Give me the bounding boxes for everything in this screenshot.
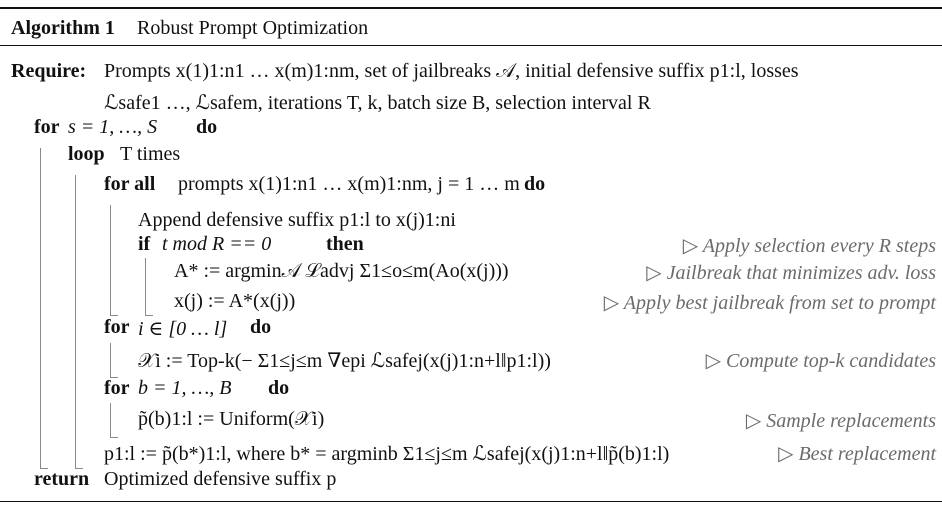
for-keyword: for bbox=[34, 116, 60, 139]
for-b-line: for b = 1, …, B do bbox=[0, 377, 942, 407]
best-line: p1:l := p̃(b*)1:l, where b* = argminb Σ1… bbox=[0, 441, 942, 471]
xi-line: 𝒳i := Top-k(− Σ1≤j≤m ∇epi ℒsafej(x(j)1:n… bbox=[0, 348, 942, 378]
loop-text: T times bbox=[120, 143, 180, 166]
xj-text: x(j) := A*(x(j)) bbox=[174, 290, 295, 313]
do-keyword: do bbox=[196, 116, 217, 139]
return-line: return Optimized defensive suffix p bbox=[0, 468, 942, 498]
astar-text: A* := argmin𝒜 ℒadvj Σ1≤o≤m(Ao(x(j))) bbox=[174, 260, 509, 283]
astar-comment: ▷ Jailbreak that minimizes adv. loss bbox=[646, 260, 936, 285]
return-keyword: return bbox=[34, 468, 89, 491]
for-i-line: for i ∈ [0 … l] do bbox=[0, 316, 942, 346]
for-keyword: for bbox=[104, 316, 130, 339]
if-condition: t mod R == 0 bbox=[162, 233, 271, 256]
for-b-range: b = 1, …, B bbox=[138, 377, 232, 400]
loop-keyword: loop bbox=[68, 143, 105, 166]
require-line-1: Require: Prompts x(1)1:n1 … x(m)1:nm, se… bbox=[0, 60, 942, 90]
best-comment: ▷ Best replacement bbox=[778, 441, 936, 466]
return-text: Optimized defensive suffix p bbox=[104, 468, 336, 491]
best-text: p1:l := p̃(b*)1:l, where b* = argminb Σ1… bbox=[104, 441, 669, 466]
for-i-range: i ∈ [0 … l] bbox=[138, 316, 227, 341]
for-keyword: for bbox=[104, 377, 130, 400]
algorithm-label: Algorithm 1 bbox=[11, 17, 115, 40]
for-all-text: prompts x(1)1:n1 … x(m)1:nm, j = 1 … m bbox=[178, 173, 520, 196]
if-comment: ▷ Apply selection every R steps bbox=[683, 233, 936, 258]
algorithm-title: Robust Prompt Optimization bbox=[137, 17, 368, 40]
sample-text: p̃(b)1:l := Uniform(𝒳i) bbox=[138, 408, 324, 431]
require-keyword: Require: bbox=[11, 60, 86, 83]
for-all-keyword: for all bbox=[104, 173, 155, 196]
then-keyword: then bbox=[326, 233, 364, 256]
require-text-2: ℒsafe1 …, ℒsafem, iterations T, k, batch… bbox=[104, 90, 651, 115]
if-keyword: if bbox=[138, 233, 150, 256]
algorithm-header: Algorithm 1 Robust Prompt Optimization bbox=[0, 17, 942, 47]
xi-comment: ▷ Compute top-k candidates bbox=[706, 348, 936, 373]
do-keyword: do bbox=[524, 173, 545, 196]
for-s-line: for s = 1, …, S do bbox=[0, 116, 942, 146]
do-keyword: do bbox=[250, 316, 271, 339]
require-text-1: Prompts x(1)1:n1 … x(m)1:nm, set of jail… bbox=[104, 60, 799, 83]
sample-line: p̃(b)1:l := Uniform(𝒳i) ▷ Sample replace… bbox=[0, 408, 942, 438]
top-rule bbox=[0, 7, 942, 9]
do-keyword: do bbox=[268, 377, 289, 400]
append-text: Append defensive suffix p1:l to x(j)1:ni bbox=[138, 209, 456, 232]
bottom-rule bbox=[0, 501, 942, 502]
for-all-line: for all prompts x(1)1:n1 … x(m)1:nm, j =… bbox=[0, 173, 942, 203]
loop-line: loop T times bbox=[0, 143, 942, 173]
xj-comment: ▷ Apply best jailbreak from set to promp… bbox=[604, 290, 936, 315]
sample-comment: ▷ Sample replacements bbox=[746, 408, 936, 433]
for-s-range: s = 1, …, S bbox=[68, 116, 157, 139]
astar-line: A* := argmin𝒜 ℒadvj Σ1≤o≤m(Ao(x(j))) ▷ J… bbox=[0, 260, 942, 290]
xi-text: 𝒳i := Top-k(− Σ1≤j≤m ∇epi ℒsafej(x(j)1:n… bbox=[138, 348, 551, 373]
if-line: if t mod R == 0 then ▷ Apply selection e… bbox=[0, 233, 942, 263]
